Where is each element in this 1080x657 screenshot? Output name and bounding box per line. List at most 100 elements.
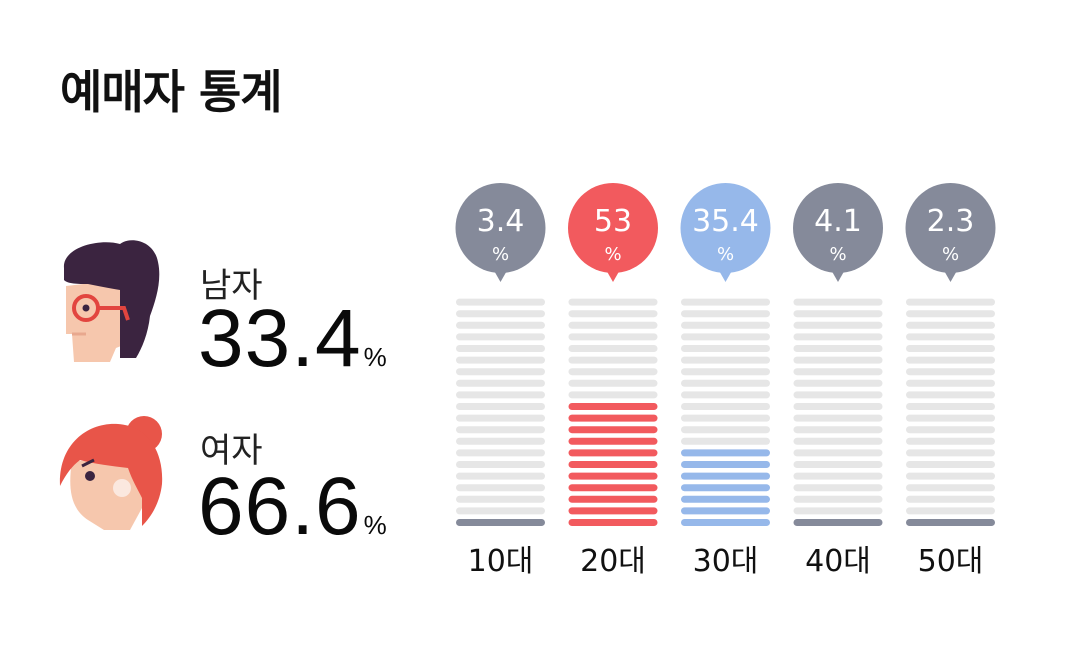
track-segment (456, 391, 545, 399)
female-unit: % (363, 510, 388, 540)
track-segment (906, 391, 995, 399)
value-bubble (680, 183, 771, 273)
track-segment (681, 391, 770, 399)
bar-segment (568, 472, 658, 480)
track-segment (456, 414, 545, 422)
track-segment (456, 507, 545, 515)
track-segment (793, 403, 883, 410)
track-segment (793, 368, 883, 376)
track-segment (906, 368, 995, 376)
bar-segment (568, 426, 658, 434)
track-segment (793, 426, 883, 434)
x-tick-label: 20대 (580, 544, 646, 579)
track-segment (906, 403, 995, 410)
track-segment (456, 310, 545, 318)
male-avatar-icon (63, 240, 160, 362)
track-segment (906, 437, 995, 445)
data-label: 2.3 (927, 204, 975, 239)
track-segment (681, 333, 770, 341)
track-segment (906, 333, 995, 341)
data-label-unit: % (942, 244, 959, 265)
track-segment (456, 426, 545, 434)
male-unit: % (363, 342, 388, 372)
x-tick-label: 10대 (468, 544, 534, 579)
track-segment (681, 403, 770, 410)
track-segment (568, 310, 658, 318)
bar-segment (568, 495, 658, 503)
track-segment (793, 484, 883, 492)
track-segment (906, 426, 995, 434)
data-label-unit: % (604, 244, 621, 265)
track-segment (793, 507, 883, 515)
data-label-unit: % (717, 244, 734, 265)
data-label: 35.4 (692, 204, 759, 239)
value-bubble (455, 183, 546, 273)
track-segment (568, 368, 658, 376)
track-segment (681, 298, 770, 306)
bar-segment (568, 414, 658, 422)
track-segment (681, 356, 770, 364)
track-segment (793, 472, 883, 480)
value-bubble (905, 183, 996, 273)
track-segment (681, 310, 770, 318)
track-segment (568, 391, 658, 399)
track-segment (456, 461, 545, 468)
bar-segment (568, 507, 658, 515)
track-segment (568, 321, 658, 329)
track-segment (681, 368, 770, 376)
page-title: 예매자 통계 (60, 65, 283, 119)
track-segment (568, 333, 658, 341)
track-segment (681, 321, 770, 329)
track-segment (906, 507, 995, 515)
bar-segment (793, 519, 883, 526)
track-segment (456, 345, 545, 352)
data-label: 4.1 (814, 204, 862, 239)
track-segment (681, 437, 770, 445)
track-segment (906, 298, 995, 306)
track-segment (906, 379, 995, 387)
female-value: 66.6 (198, 461, 362, 552)
bubble-pointer (717, 268, 734, 282)
bar-segment (681, 495, 770, 503)
bubble-pointer (830, 268, 846, 282)
track-segment (793, 321, 883, 329)
track-segment (906, 472, 995, 480)
track-segment (456, 449, 545, 457)
track-segment (456, 368, 545, 376)
track-segment (793, 391, 883, 399)
age-column-5: 2.3% 50대 (905, 183, 996, 579)
track-segment (456, 484, 545, 492)
track-segment (906, 495, 995, 503)
bar-segment (681, 472, 770, 480)
track-segment (456, 403, 545, 410)
track-segment (793, 414, 883, 422)
bar-segment (568, 403, 658, 410)
track-segment (681, 426, 770, 434)
track-segment (793, 437, 883, 445)
track-segment (906, 414, 995, 422)
bar-segment (568, 461, 658, 468)
male-percentage: 33.4% (198, 292, 388, 386)
bar-segment (681, 484, 770, 492)
male-value: 33.4 (198, 293, 362, 384)
age-column-2: 53% 20대 (568, 183, 658, 579)
track-segment (568, 298, 658, 306)
value-bubble (793, 183, 883, 273)
track-segment (681, 414, 770, 422)
data-label-unit: % (492, 244, 509, 265)
track-segment (456, 298, 545, 306)
track-segment (456, 333, 545, 341)
female-label: 여자 (200, 431, 263, 471)
track-segment (906, 321, 995, 329)
female-avatar-icon (59, 416, 163, 530)
track-segment (456, 379, 545, 387)
track-segment (456, 472, 545, 480)
x-tick-label: 40대 (805, 544, 871, 579)
bar-segment (568, 484, 658, 492)
track-segment (793, 310, 883, 318)
track-segment (568, 356, 658, 364)
bar-segment (456, 519, 545, 526)
track-segment (906, 484, 995, 492)
age-column-1: 3.4% 10대 (455, 183, 546, 579)
track-segment (793, 449, 883, 457)
